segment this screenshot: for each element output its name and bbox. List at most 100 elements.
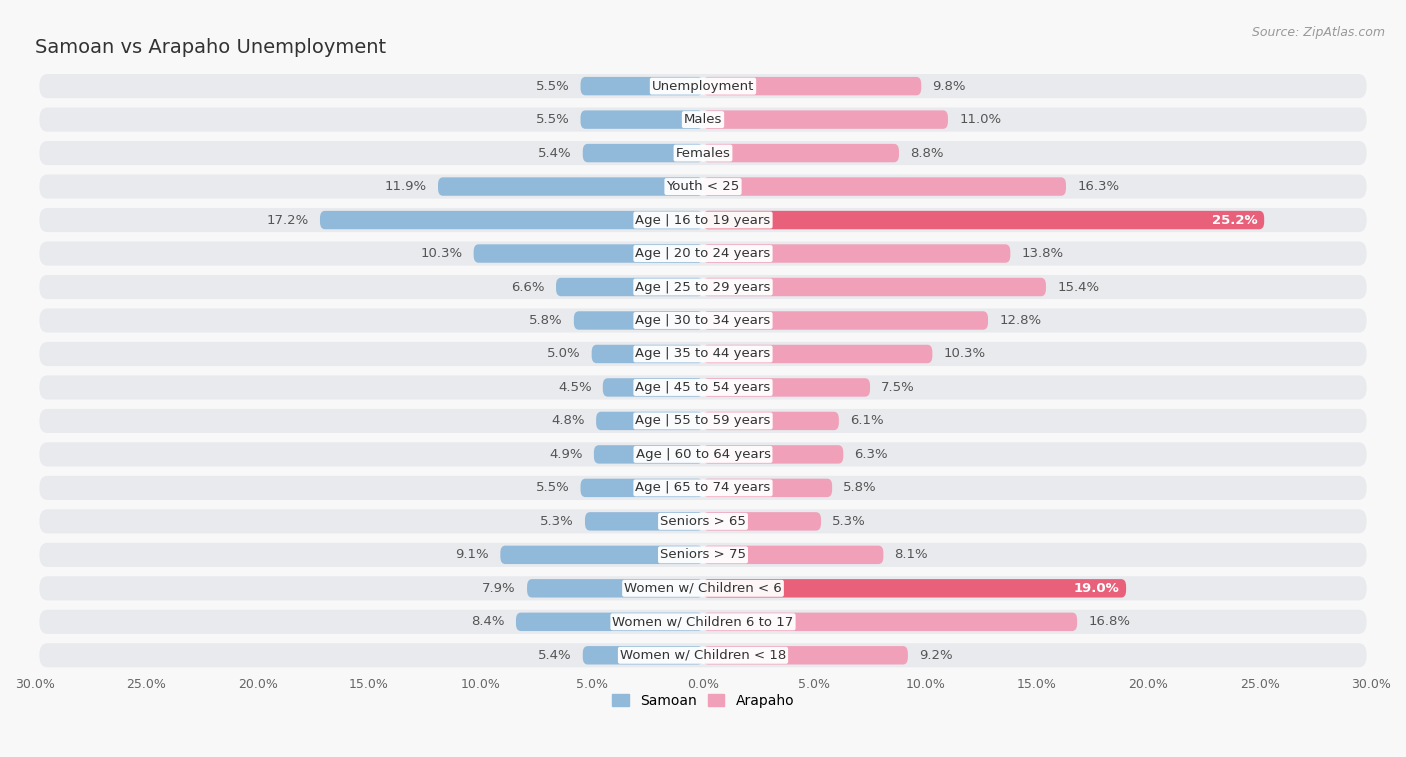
Text: 10.3%: 10.3%	[943, 347, 986, 360]
FancyBboxPatch shape	[39, 409, 1367, 433]
Text: Seniors > 65: Seniors > 65	[659, 515, 747, 528]
Text: 5.3%: 5.3%	[832, 515, 866, 528]
Text: 10.3%: 10.3%	[420, 247, 463, 260]
FancyBboxPatch shape	[516, 612, 703, 631]
FancyBboxPatch shape	[581, 111, 703, 129]
Text: Source: ZipAtlas.com: Source: ZipAtlas.com	[1251, 26, 1385, 39]
FancyBboxPatch shape	[39, 241, 1367, 266]
Text: 9.1%: 9.1%	[456, 548, 489, 562]
FancyBboxPatch shape	[321, 211, 703, 229]
FancyBboxPatch shape	[39, 543, 1367, 567]
Text: 6.3%: 6.3%	[855, 448, 889, 461]
FancyBboxPatch shape	[39, 609, 1367, 634]
FancyBboxPatch shape	[592, 344, 703, 363]
Text: 5.3%: 5.3%	[540, 515, 574, 528]
Text: Women w/ Children < 6: Women w/ Children < 6	[624, 582, 782, 595]
Text: 5.0%: 5.0%	[547, 347, 581, 360]
FancyBboxPatch shape	[39, 275, 1367, 299]
FancyBboxPatch shape	[474, 245, 703, 263]
FancyBboxPatch shape	[39, 175, 1367, 198]
Text: 9.8%: 9.8%	[932, 79, 966, 92]
FancyBboxPatch shape	[501, 546, 703, 564]
Text: Samoan vs Arapaho Unemployment: Samoan vs Arapaho Unemployment	[35, 38, 387, 57]
FancyBboxPatch shape	[703, 378, 870, 397]
FancyBboxPatch shape	[439, 177, 703, 196]
Text: 5.8%: 5.8%	[844, 481, 877, 494]
Text: 11.9%: 11.9%	[385, 180, 427, 193]
Text: Age | 55 to 59 years: Age | 55 to 59 years	[636, 414, 770, 428]
FancyBboxPatch shape	[527, 579, 703, 597]
FancyBboxPatch shape	[39, 141, 1367, 165]
Text: 4.8%: 4.8%	[551, 414, 585, 428]
FancyBboxPatch shape	[703, 278, 1046, 296]
FancyBboxPatch shape	[39, 643, 1367, 668]
Text: Males: Males	[683, 113, 723, 126]
FancyBboxPatch shape	[39, 74, 1367, 98]
FancyBboxPatch shape	[39, 375, 1367, 400]
FancyBboxPatch shape	[703, 77, 921, 95]
Text: Age | 30 to 34 years: Age | 30 to 34 years	[636, 314, 770, 327]
Text: Females: Females	[675, 147, 731, 160]
FancyBboxPatch shape	[703, 478, 832, 497]
Text: Women w/ Children < 18: Women w/ Children < 18	[620, 649, 786, 662]
FancyBboxPatch shape	[603, 378, 703, 397]
FancyBboxPatch shape	[39, 576, 1367, 600]
FancyBboxPatch shape	[596, 412, 703, 430]
Text: 8.4%: 8.4%	[471, 615, 505, 628]
Text: 11.0%: 11.0%	[959, 113, 1001, 126]
FancyBboxPatch shape	[581, 77, 703, 95]
Text: 4.9%: 4.9%	[550, 448, 582, 461]
Text: 25.2%: 25.2%	[1212, 213, 1257, 226]
FancyBboxPatch shape	[703, 144, 898, 162]
FancyBboxPatch shape	[574, 311, 703, 330]
Text: 16.8%: 16.8%	[1088, 615, 1130, 628]
Text: 6.1%: 6.1%	[851, 414, 883, 428]
FancyBboxPatch shape	[39, 442, 1367, 466]
Text: 5.5%: 5.5%	[536, 79, 569, 92]
FancyBboxPatch shape	[703, 311, 988, 330]
Text: Age | 60 to 64 years: Age | 60 to 64 years	[636, 448, 770, 461]
FancyBboxPatch shape	[582, 144, 703, 162]
FancyBboxPatch shape	[703, 344, 932, 363]
FancyBboxPatch shape	[555, 278, 703, 296]
Text: Women w/ Children 6 to 17: Women w/ Children 6 to 17	[613, 615, 793, 628]
FancyBboxPatch shape	[703, 546, 883, 564]
Text: 8.8%: 8.8%	[910, 147, 943, 160]
Text: Unemployment: Unemployment	[652, 79, 754, 92]
FancyBboxPatch shape	[703, 579, 1126, 597]
FancyBboxPatch shape	[39, 208, 1367, 232]
Text: 17.2%: 17.2%	[267, 213, 309, 226]
FancyBboxPatch shape	[703, 646, 908, 665]
Text: 4.5%: 4.5%	[558, 381, 592, 394]
FancyBboxPatch shape	[703, 612, 1077, 631]
Text: Age | 16 to 19 years: Age | 16 to 19 years	[636, 213, 770, 226]
FancyBboxPatch shape	[703, 177, 1066, 196]
FancyBboxPatch shape	[703, 445, 844, 463]
Text: 8.1%: 8.1%	[894, 548, 928, 562]
FancyBboxPatch shape	[703, 512, 821, 531]
Text: Age | 65 to 74 years: Age | 65 to 74 years	[636, 481, 770, 494]
FancyBboxPatch shape	[703, 245, 1011, 263]
FancyBboxPatch shape	[39, 342, 1367, 366]
FancyBboxPatch shape	[585, 512, 703, 531]
Legend: Samoan, Arapaho: Samoan, Arapaho	[606, 688, 800, 713]
FancyBboxPatch shape	[703, 111, 948, 129]
FancyBboxPatch shape	[581, 478, 703, 497]
FancyBboxPatch shape	[39, 476, 1367, 500]
Text: 12.8%: 12.8%	[1000, 314, 1042, 327]
FancyBboxPatch shape	[39, 308, 1367, 332]
FancyBboxPatch shape	[582, 646, 703, 665]
Text: Seniors > 75: Seniors > 75	[659, 548, 747, 562]
Text: 19.0%: 19.0%	[1074, 582, 1119, 595]
Text: 5.5%: 5.5%	[536, 113, 569, 126]
Text: Youth < 25: Youth < 25	[666, 180, 740, 193]
Text: 5.4%: 5.4%	[538, 649, 572, 662]
Text: 15.4%: 15.4%	[1057, 281, 1099, 294]
Text: 6.6%: 6.6%	[512, 281, 546, 294]
Text: Age | 25 to 29 years: Age | 25 to 29 years	[636, 281, 770, 294]
Text: 7.5%: 7.5%	[882, 381, 915, 394]
Text: 16.3%: 16.3%	[1077, 180, 1119, 193]
FancyBboxPatch shape	[593, 445, 703, 463]
Text: 13.8%: 13.8%	[1021, 247, 1063, 260]
FancyBboxPatch shape	[703, 211, 1264, 229]
